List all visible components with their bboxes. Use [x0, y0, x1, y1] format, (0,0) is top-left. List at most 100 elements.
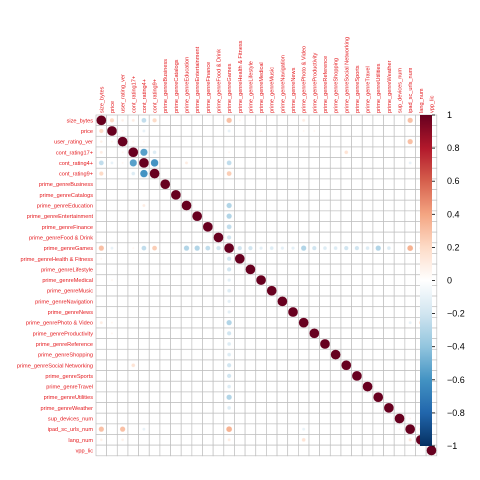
matrix-cell	[170, 423, 182, 435]
matrix-cell	[287, 444, 299, 457]
matrix-cell	[159, 231, 171, 244]
matrix-cell	[329, 380, 342, 393]
matrix-cell	[234, 317, 246, 329]
correlation-circle	[194, 245, 201, 252]
correlation-circle	[245, 264, 256, 275]
matrix-cell	[202, 295, 214, 308]
matrix-cell	[383, 423, 395, 435]
matrix-cell	[287, 348, 299, 361]
matrix-cell	[287, 221, 299, 233]
matrix-cell	[170, 412, 182, 425]
matrix-cell	[180, 327, 193, 339]
matrix-cell	[404, 444, 416, 457]
matrix-cell	[202, 114, 214, 126]
matrix-cell	[298, 274, 310, 286]
matrix-cell	[170, 434, 182, 446]
matrix-cell	[202, 253, 214, 265]
matrix-cell	[127, 285, 139, 297]
matrix-cell	[244, 306, 257, 318]
matrix-cell	[383, 338, 395, 350]
matrix-cell	[276, 167, 289, 180]
matrix-cell	[266, 434, 278, 446]
correlation-circle	[131, 363, 136, 368]
matrix-cell	[404, 402, 416, 414]
matrix-cell	[212, 370, 225, 382]
matrix-cell	[340, 189, 352, 201]
matrix-cell	[372, 380, 384, 393]
matrix-cell	[266, 146, 278, 158]
correlation-circle	[152, 150, 157, 155]
matrix-cell	[319, 412, 331, 425]
row-label: prime_genreSports	[45, 374, 93, 380]
matrix-cell	[138, 295, 150, 308]
matrix-cell	[276, 380, 289, 393]
matrix-cell	[191, 380, 203, 393]
matrix-cell	[127, 295, 139, 308]
matrix-cell	[351, 221, 363, 233]
matrix-cell	[383, 285, 395, 297]
matrix-cell	[255, 146, 267, 158]
matrix-cell	[127, 327, 139, 339]
matrix-cell	[170, 402, 182, 414]
matrix-cell	[180, 402, 193, 414]
matrix-cell	[319, 348, 331, 361]
matrix-cell	[148, 444, 161, 457]
matrix-cell	[159, 253, 171, 265]
matrix-cell	[180, 253, 193, 265]
matrix-cell	[170, 253, 182, 265]
matrix-cell	[138, 221, 150, 233]
matrix-cell	[159, 285, 171, 297]
matrix-cell	[170, 370, 182, 382]
matrix-cell	[127, 274, 139, 286]
matrix-cell	[95, 306, 107, 318]
matrix-cell	[106, 348, 118, 361]
matrix-cell	[234, 178, 246, 190]
matrix-cell	[340, 210, 352, 222]
matrix-cell	[319, 402, 331, 414]
matrix-cell	[351, 338, 363, 350]
matrix-cell	[276, 317, 289, 329]
matrix-cell	[255, 167, 267, 180]
matrix-cell	[266, 327, 278, 339]
matrix-cell	[351, 380, 363, 393]
matrix-cell	[319, 285, 331, 297]
matrix-cell	[234, 263, 246, 276]
matrix-cell	[244, 199, 257, 212]
matrix-cell	[329, 210, 342, 222]
row-label: cont_rating4+	[59, 161, 93, 167]
matrix-cell	[106, 444, 118, 457]
matrix-cell	[244, 221, 257, 233]
matrix-cell	[127, 338, 139, 350]
matrix-cell	[383, 274, 395, 286]
matrix-cell	[202, 348, 214, 361]
matrix-cell	[170, 274, 182, 286]
matrix-cell	[159, 370, 171, 382]
matrix-cell	[148, 274, 161, 286]
matrix-cell	[287, 359, 299, 371]
matrix-cell	[106, 306, 118, 318]
colorbar-tick-label: 0.4	[447, 209, 460, 219]
matrix-cell	[138, 327, 150, 339]
matrix-cell	[255, 263, 267, 276]
matrix-cell	[127, 391, 139, 403]
matrix-cell	[276, 157, 289, 169]
matrix-cell	[116, 359, 129, 371]
matrix-cell	[180, 317, 193, 329]
matrix-cell	[95, 370, 107, 382]
matrix-cell	[170, 285, 182, 297]
matrix-cell	[287, 380, 299, 393]
matrix-cell	[180, 231, 193, 244]
matrix-cell	[212, 434, 225, 446]
matrix-cell	[159, 434, 171, 446]
matrix-cell	[127, 189, 139, 201]
matrix-cell	[361, 423, 374, 435]
matrix-cell	[234, 327, 246, 339]
correlation-circle	[426, 445, 437, 456]
matrix-cell	[191, 221, 203, 233]
matrix-cell	[234, 444, 246, 457]
matrix-cell	[138, 444, 150, 457]
matrix-cell	[383, 135, 395, 148]
matrix-cell	[308, 285, 320, 297]
colorbar-tick-label: 0.6	[447, 176, 460, 186]
matrix-cell	[383, 295, 395, 308]
